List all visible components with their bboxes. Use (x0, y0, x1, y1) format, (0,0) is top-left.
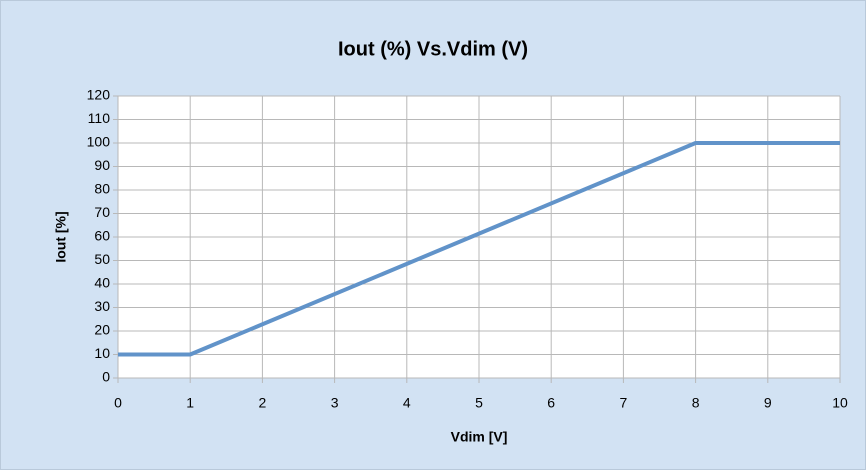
series-line (118, 141, 840, 357)
x-tick-label: 7 (620, 395, 628, 411)
y-tick-label: 90 (94, 157, 110, 173)
y-tick-label: 10 (94, 345, 110, 361)
y-axis-label: Iout [%] (53, 211, 69, 262)
x-tick-label: 1 (186, 395, 194, 411)
y-tick-label: 20 (94, 322, 110, 338)
x-tick-label: 6 (547, 395, 555, 411)
x-tick-label: 4 (403, 395, 411, 411)
y-tick-label: 40 (94, 275, 110, 291)
y-tick-label: 110 (88, 110, 111, 126)
y-tick-label: 50 (94, 251, 110, 267)
y-tick-label: 70 (94, 204, 110, 220)
x-tick-label: 2 (259, 395, 267, 411)
x-tick-label: 10 (832, 395, 848, 411)
x-tick-label: 5 (475, 395, 483, 411)
y-tick-label: 60 (94, 228, 110, 244)
x-tick-label: 0 (114, 395, 122, 411)
x-tick-label: 9 (764, 395, 772, 411)
y-tick-label: 30 (94, 298, 110, 314)
x-tick-label: 8 (692, 395, 700, 411)
y-tick-label: 0 (102, 369, 110, 385)
y-tick-label: 120 (87, 87, 111, 103)
x-axis-label: Vdim [V] (451, 429, 508, 445)
chart-title: Iout (%) Vs.Vdim (V) (338, 38, 528, 60)
y-tick-label: 100 (87, 134, 111, 150)
y-tick-label: 80 (94, 181, 110, 197)
x-tick-label: 3 (331, 395, 339, 411)
